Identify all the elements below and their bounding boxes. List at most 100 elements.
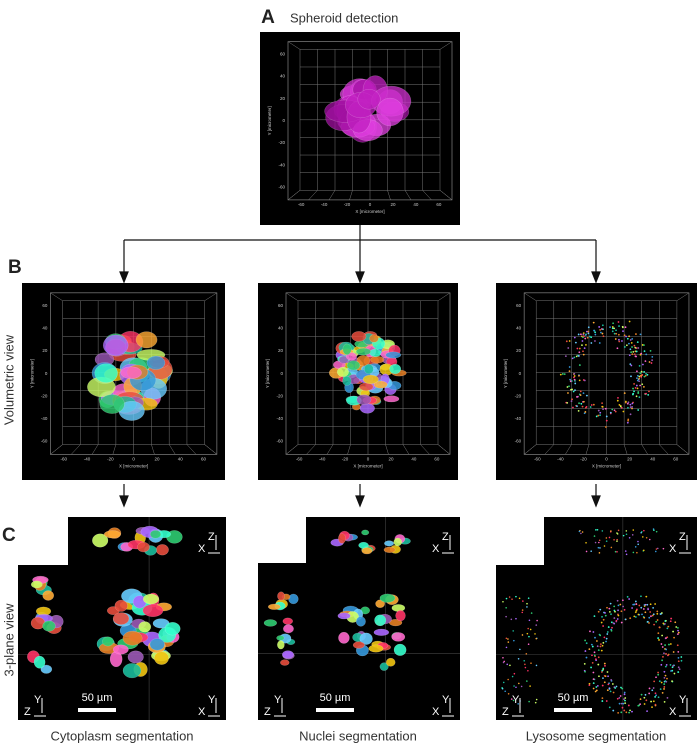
dot xyxy=(650,700,652,703)
dot xyxy=(643,350,646,353)
dot xyxy=(580,532,582,535)
cell xyxy=(355,347,371,356)
dot xyxy=(505,597,508,600)
dot xyxy=(603,636,606,639)
dot xyxy=(631,353,634,356)
dot xyxy=(574,382,577,385)
axis-label: X [micrometer] xyxy=(592,464,621,469)
dot xyxy=(628,342,630,345)
dot xyxy=(604,426,607,428)
cell xyxy=(374,614,387,627)
cell xyxy=(359,632,373,645)
dot xyxy=(601,700,604,702)
main-view xyxy=(306,563,460,720)
dot xyxy=(593,615,596,617)
dot xyxy=(563,373,566,376)
axis-letter: Z xyxy=(208,531,215,543)
dot xyxy=(617,333,620,336)
dot xyxy=(665,664,668,666)
dot xyxy=(582,353,585,356)
axis-arrow xyxy=(442,698,454,717)
dot xyxy=(649,349,652,352)
tick-label: -20 xyxy=(278,140,285,145)
dot xyxy=(518,682,520,685)
dot xyxy=(678,668,681,670)
dot xyxy=(651,689,654,692)
axis-label: Y [micrometer] xyxy=(267,106,272,135)
dot xyxy=(620,686,622,689)
dot xyxy=(665,648,668,651)
dot xyxy=(627,406,629,409)
dot xyxy=(632,551,635,554)
dot xyxy=(601,332,604,335)
dot xyxy=(664,680,667,682)
dot xyxy=(653,680,656,683)
dot xyxy=(587,332,590,335)
cell xyxy=(376,97,404,127)
dot xyxy=(610,678,613,681)
dot xyxy=(583,347,586,350)
dot xyxy=(642,363,644,366)
dot xyxy=(574,341,577,344)
dot xyxy=(660,643,663,645)
cell xyxy=(92,533,109,548)
cell xyxy=(342,375,352,386)
volume-view xyxy=(496,283,697,480)
dot xyxy=(677,650,680,653)
dot xyxy=(631,607,633,609)
dot xyxy=(615,619,618,622)
dot xyxy=(526,680,528,682)
tick-label: -40 xyxy=(319,457,326,462)
dot xyxy=(666,696,669,699)
tick-label: -40 xyxy=(41,416,48,421)
dot xyxy=(644,693,647,696)
dot xyxy=(646,603,649,606)
dot xyxy=(594,331,597,334)
dot xyxy=(518,597,521,600)
dot xyxy=(633,390,635,393)
dot xyxy=(677,631,680,634)
box-edge xyxy=(523,444,537,455)
dot xyxy=(597,649,600,652)
dot xyxy=(612,691,615,694)
dot xyxy=(646,620,649,623)
dot xyxy=(505,606,507,609)
tick-label: -40 xyxy=(515,416,522,421)
dot xyxy=(525,652,528,655)
cell xyxy=(149,638,165,651)
tick-label: 20 xyxy=(154,457,160,462)
dot xyxy=(509,664,511,667)
tick-label: 0 xyxy=(369,202,372,207)
tick-label: 40 xyxy=(650,457,656,462)
dot xyxy=(566,401,569,404)
dot xyxy=(502,656,504,659)
dot xyxy=(668,643,670,646)
dot xyxy=(651,614,654,617)
dot xyxy=(637,613,640,616)
dot xyxy=(609,602,612,605)
dot xyxy=(648,687,651,690)
dot xyxy=(515,686,517,689)
dot xyxy=(595,529,597,531)
dot xyxy=(581,340,584,342)
tick-label: 40 xyxy=(178,457,184,462)
dot xyxy=(598,552,601,554)
dot xyxy=(530,662,532,664)
axis-letter: Y xyxy=(34,694,42,706)
dot xyxy=(601,405,604,408)
dot xyxy=(605,640,607,643)
dot xyxy=(653,623,655,626)
dot xyxy=(596,528,599,531)
dot xyxy=(593,654,596,657)
box-edge xyxy=(287,190,301,201)
box-edge xyxy=(439,41,453,50)
dot xyxy=(636,551,638,554)
tick-label: 0 xyxy=(132,457,135,462)
dot xyxy=(590,342,593,344)
column-label: Nuclei segmentation xyxy=(299,728,417,743)
box-edge xyxy=(524,292,537,301)
dot xyxy=(593,651,596,654)
dot xyxy=(658,680,661,683)
box-frame xyxy=(523,292,690,455)
